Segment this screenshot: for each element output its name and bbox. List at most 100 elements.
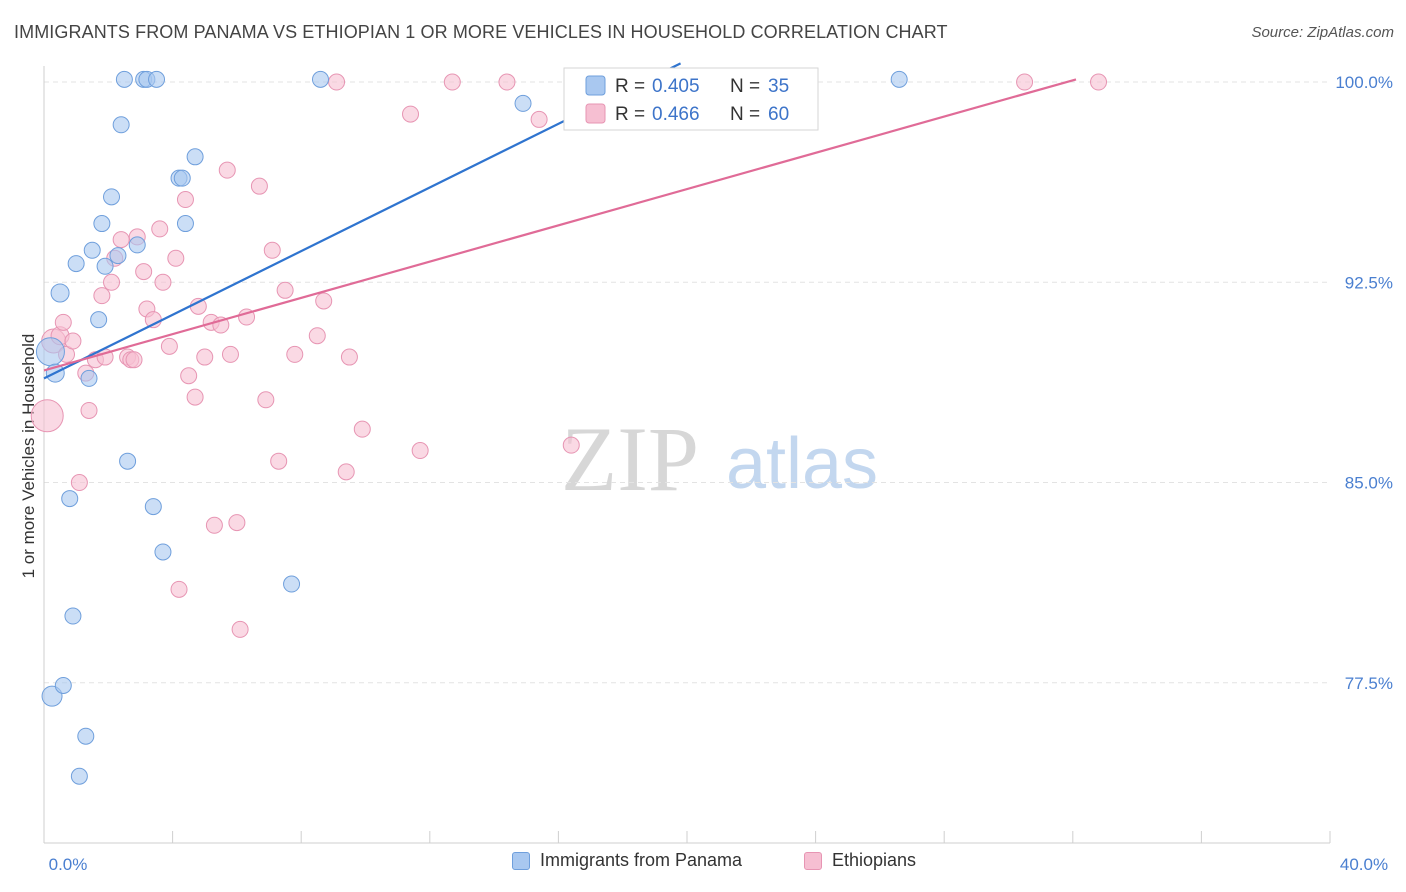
x-tick-label-min: 0.0% [49, 855, 88, 874]
data-point-ethiopians [411, 442, 429, 460]
stats-legend: R = 0.405 N = 35 R = 0.466 N = 60 [563, 67, 819, 131]
data-point-panama [50, 283, 70, 303]
watermark-zip: ZIP [561, 408, 699, 510]
data-point-ethiopians [205, 516, 223, 534]
data-point-ethiopians [186, 388, 204, 406]
data-point-ethiopians [54, 313, 72, 331]
data-point-panama [176, 215, 194, 233]
y-tick-label: 100.0% [1335, 73, 1393, 92]
data-point-ethiopians [328, 73, 346, 91]
data-point-panama [109, 247, 127, 265]
data-point-panama [173, 169, 191, 187]
legend-r-value-1: 0.405 [652, 76, 700, 97]
bottom-legend-label-ethiopians: Ethiopians [832, 850, 917, 870]
data-point-panama [311, 70, 329, 88]
data-point-panama [93, 215, 111, 233]
legend-n-value-2: 60 [768, 104, 789, 125]
data-point-panama [70, 767, 88, 785]
data-point-ethiopians [276, 281, 294, 299]
trend-lines [43, 62, 1077, 380]
data-point-ethiopians [64, 332, 82, 350]
legend-swatch-panama [585, 75, 606, 96]
data-point-ethiopians [498, 73, 516, 91]
data-point-ethiopians [286, 345, 304, 363]
data-point-ethiopians [154, 273, 172, 291]
data-point-ethiopians [443, 73, 461, 91]
source-label: Source: ZipAtlas.com [1251, 24, 1394, 41]
data-point-panama [61, 490, 79, 508]
legend-n-label-2: N = [730, 104, 760, 125]
y-tick-label: 92.5% [1345, 273, 1393, 292]
data-point-panama [96, 257, 114, 275]
data-point-panama [128, 236, 146, 254]
data-point-panama [90, 311, 108, 329]
trend-line-ethiopians [43, 78, 1077, 372]
data-point-ethiopians [228, 514, 246, 532]
data-point-ethiopians [112, 231, 130, 249]
data-point-panama [186, 148, 204, 166]
data-point-panama [77, 727, 95, 745]
data-point-ethiopians [167, 249, 185, 267]
data-point-ethiopians [337, 463, 355, 481]
data-point-ethiopians [218, 161, 236, 179]
data-point-ethiopians [80, 401, 98, 419]
data-point-panama [64, 607, 82, 625]
bottom-legend-swatch-ethiopians [804, 851, 822, 870]
chart-title: IMMIGRANTS FROM PANAMA VS ETHIOPIAN 1 OR… [14, 22, 948, 42]
data-point-ethiopians [160, 337, 178, 355]
data-point-ethiopians [125, 351, 143, 369]
legend-swatch-ethiopians [585, 103, 606, 124]
data-point-ethiopians [263, 241, 281, 259]
data-point-ethiopians [231, 620, 249, 638]
data-point-ethiopians [70, 474, 88, 492]
data-point-ethiopians [315, 292, 333, 310]
bottom-legend: Immigrants from Panama Ethiopians [0, 850, 1406, 880]
stats-legend-box [563, 67, 819, 131]
series-ethiopians-points [30, 73, 1108, 638]
data-point-panama [148, 70, 166, 88]
axes [43, 66, 1331, 844]
data-point-ethiopians [402, 105, 420, 123]
data-point-ethiopians [170, 580, 188, 598]
data-point-ethiopians [250, 177, 268, 195]
data-point-panama [283, 575, 301, 593]
data-point-panama [154, 543, 172, 561]
y-tick-label: 85.0% [1345, 474, 1393, 493]
data-point-panama [514, 94, 532, 112]
bottom-legend-ethiopians: Ethiopians [804, 850, 916, 871]
data-point-panama [119, 452, 137, 470]
data-point-ethiopians [562, 436, 580, 454]
grid-lines [44, 81, 1330, 684]
data-point-ethiopians [196, 348, 214, 366]
watermark-atlas: atlas [726, 424, 878, 504]
data-point-panama [890, 70, 908, 88]
data-point-ethiopians [1016, 73, 1034, 91]
bottom-legend-swatch-panama [512, 851, 530, 870]
data-point-ethiopians [180, 367, 198, 385]
legend-n-label-1: N = [730, 76, 760, 97]
data-point-ethiopians [270, 452, 288, 470]
data-point-ethiopians [221, 345, 239, 363]
data-point-ethiopians [135, 263, 153, 281]
data-point-ethiopians [340, 348, 358, 366]
data-point-ethiopians [353, 420, 371, 438]
data-point-ethiopians [30, 399, 64, 433]
bottom-legend-label-panama: Immigrants from Panama [540, 850, 743, 870]
x-tick-label-max: 40.0% [1340, 855, 1388, 874]
legend-r-label-1: R = [615, 76, 645, 97]
data-point-ethiopians [103, 273, 121, 291]
x-tick-labels: 0.0% 40.0% [49, 855, 1388, 874]
data-point-panama [67, 255, 85, 273]
data-point-ethiopians [530, 110, 548, 128]
data-point-panama [144, 498, 162, 516]
legend-r-label-2: R = [615, 104, 645, 125]
data-point-panama [83, 241, 101, 259]
y-tick-label: 77.5% [1345, 674, 1393, 693]
bottom-legend-panama: Immigrants from Panama [512, 850, 742, 871]
y-axis-label: 1 or more Vehicles in Household [19, 334, 38, 579]
data-point-ethiopians [176, 191, 194, 209]
data-point-panama [103, 188, 121, 206]
series-panama-points [35, 70, 908, 785]
data-point-panama [112, 116, 130, 134]
data-point-panama [35, 337, 65, 367]
